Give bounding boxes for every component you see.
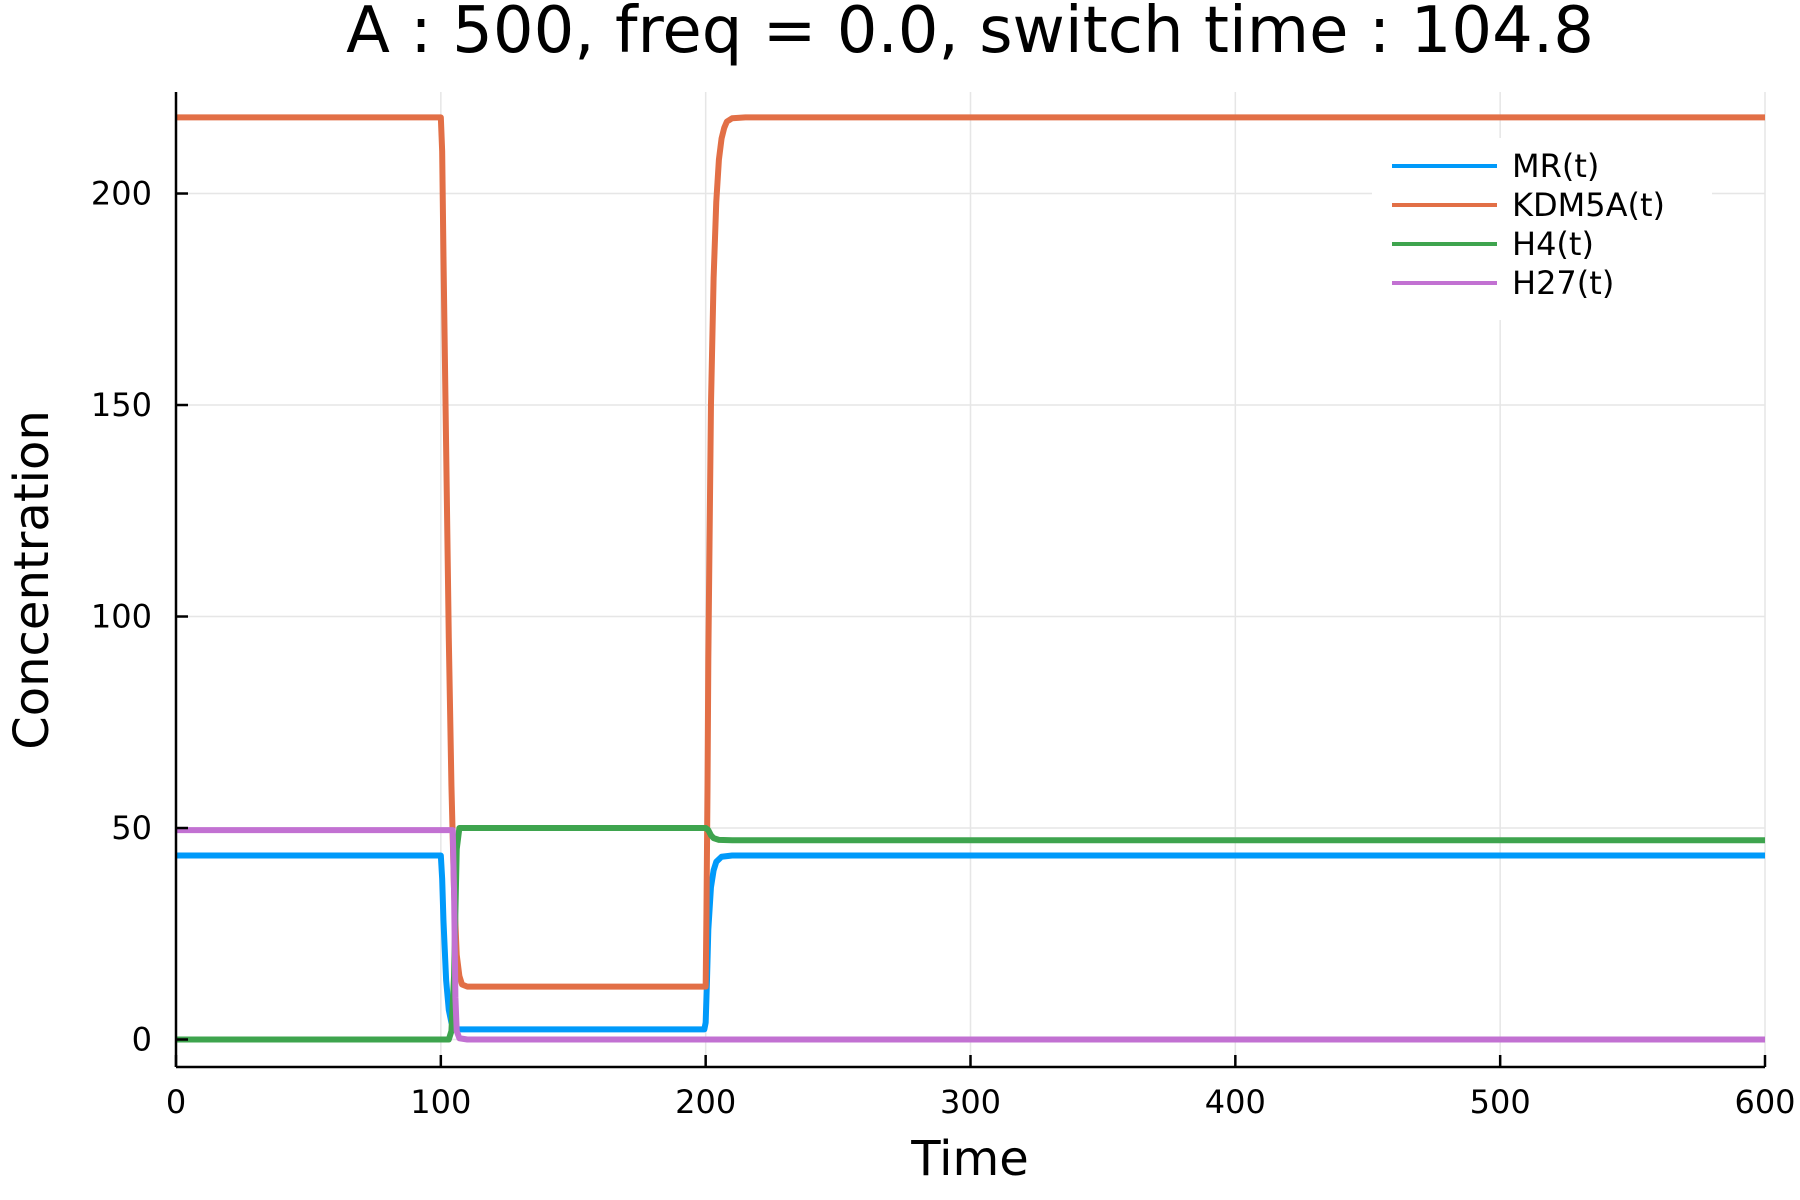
x-ticks: 0 100 200 300 400 500 600: [166, 1055, 1796, 1121]
y-tick-label-4: 200: [91, 175, 152, 213]
y-ticks: 0 50 100 150 200: [91, 175, 188, 1059]
x-tick-label-3: 300: [940, 1083, 1001, 1121]
legend: MR(t)KDM5A(t)H4(t)H27(t): [1372, 138, 1712, 320]
series-line-3: [176, 827, 1765, 1043]
y-tick-label-0: 0: [132, 1021, 152, 1059]
legend-label-0: MR(t): [1512, 147, 1599, 185]
x-axis-label: Time: [910, 1131, 1028, 1187]
series-line-1: [176, 114, 1765, 990]
y-tick-label-3: 150: [91, 386, 152, 424]
y-axis-label: Concentration: [4, 410, 60, 750]
x-tick-label-6: 600: [1734, 1083, 1795, 1121]
series-line-0: [176, 852, 1765, 1033]
legend-label-1: KDM5A(t): [1512, 186, 1665, 224]
x-tick-label-2: 200: [675, 1083, 736, 1121]
legend-box: [1372, 138, 1712, 320]
y-tick-label-2: 100: [91, 598, 152, 636]
x-tick-label-4: 400: [1205, 1083, 1266, 1121]
legend-label-3: H27(t): [1512, 264, 1614, 302]
x-tick-label-1: 100: [410, 1083, 471, 1121]
series-line-2: [176, 825, 1765, 1043]
legend-label-2: H4(t): [1512, 225, 1594, 263]
x-tick-label-0: 0: [166, 1083, 186, 1121]
series-group: [176, 114, 1765, 1043]
x-tick-label-5: 500: [1470, 1083, 1531, 1121]
chart-title: A : 500, freq = 0.0, switch time : 104.8: [346, 0, 1594, 68]
y-tick-label-1: 50: [111, 809, 152, 847]
